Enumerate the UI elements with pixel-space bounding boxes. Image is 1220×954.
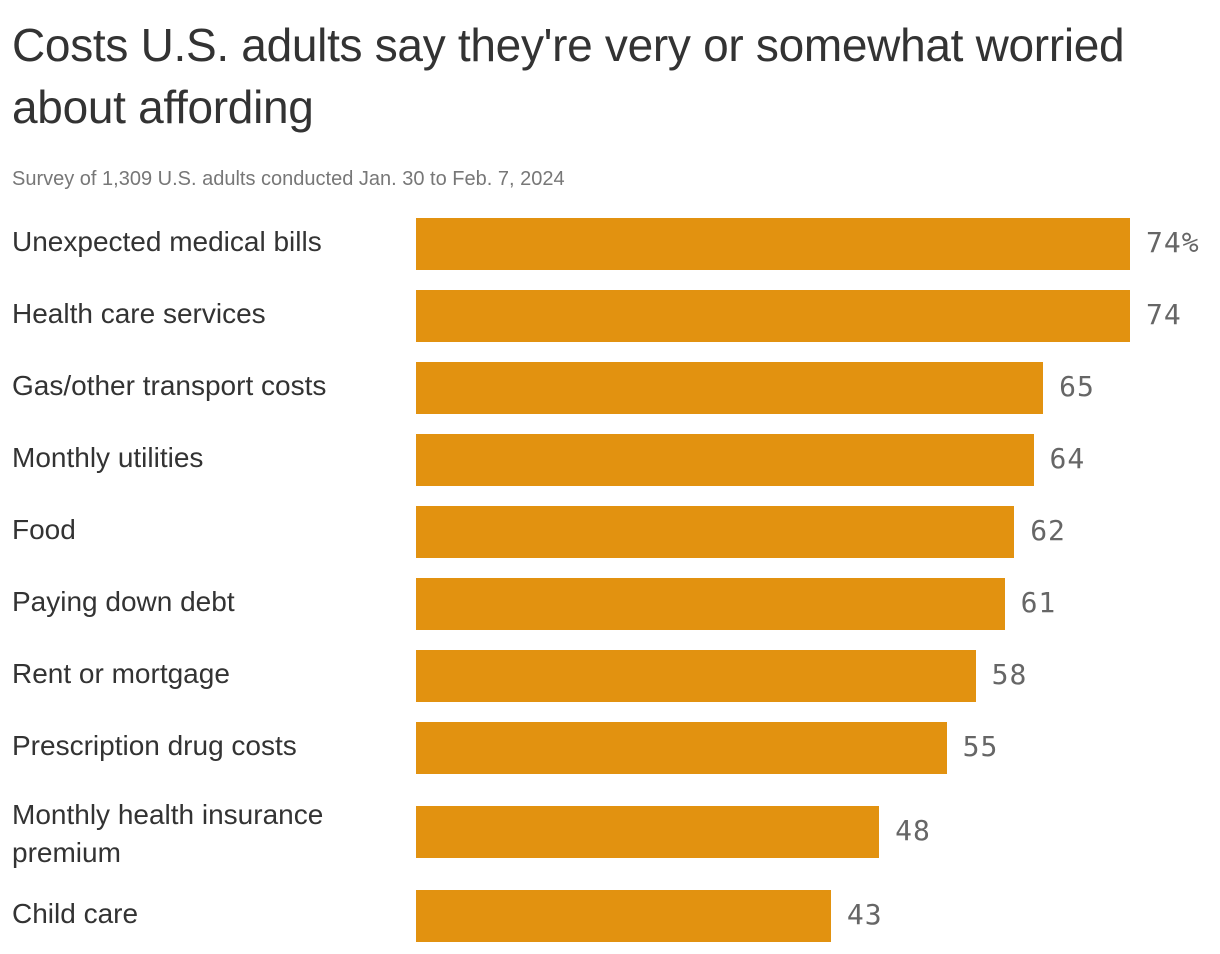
- bar: [416, 506, 1015, 558]
- category-label: Food: [12, 514, 76, 545]
- bar: [416, 362, 1044, 414]
- bar: [416, 578, 1005, 630]
- value-label: 74: [1146, 298, 1182, 331]
- bar: [416, 890, 831, 942]
- value-label: 48: [895, 814, 931, 847]
- bar: [416, 722, 947, 774]
- category-label: Child care: [12, 898, 139, 929]
- category-label: Gas/other transport costs: [12, 370, 327, 401]
- bar: [416, 806, 880, 858]
- bar: [416, 650, 976, 702]
- chart-title: Costs U.S. adults say they're very or so…: [12, 19, 1125, 133]
- bar: [416, 218, 1130, 270]
- value-label: 62: [1030, 514, 1066, 547]
- category-label: Health care services: [12, 298, 266, 329]
- value-label: 65: [1059, 370, 1095, 403]
- category-label: Monthly health insurance premium: [12, 799, 324, 868]
- category-label: Paying down debt: [12, 586, 235, 617]
- value-label: 64: [1049, 442, 1086, 475]
- category-label: Prescription drug costs: [12, 730, 297, 761]
- category-label: Monthly utilities: [12, 442, 204, 473]
- value-label: 74%: [1146, 226, 1200, 259]
- chart-subtitle: Survey of 1,309 U.S. adults conducted Ja…: [12, 168, 565, 190]
- category-label: Unexpected medical bills: [12, 226, 322, 257]
- value-label: 43: [846, 898, 883, 931]
- bar: [416, 290, 1130, 342]
- value-label: 61: [1020, 586, 1057, 619]
- value-label: 58: [991, 658, 1028, 691]
- value-label: 55: [962, 730, 999, 763]
- bar: [416, 434, 1034, 486]
- category-label: Rent or mortgage: [12, 658, 230, 689]
